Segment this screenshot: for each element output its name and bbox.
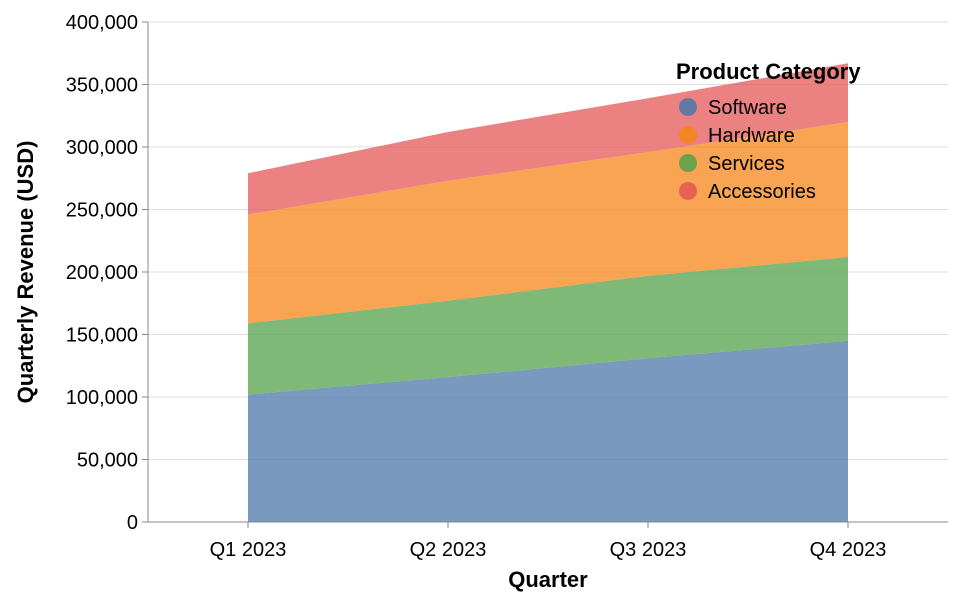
x-tick-label: Q3 2023 bbox=[610, 539, 687, 561]
y-axis-title: Quarterly Revenue (USD) bbox=[13, 141, 38, 404]
y-tick-label: 350,000 bbox=[66, 75, 138, 97]
area-software bbox=[248, 340, 848, 522]
x-axis-title: Quarter bbox=[508, 567, 588, 592]
legend-label-accessories: Accessories bbox=[708, 181, 816, 203]
legend-swatch-hardware bbox=[679, 126, 697, 144]
y-tick-label: 50,000 bbox=[77, 450, 138, 472]
legend-swatch-services bbox=[679, 154, 697, 172]
x-tick-label: Q1 2023 bbox=[210, 539, 287, 561]
y-tick-label: 300,000 bbox=[66, 137, 138, 159]
y-tick-label: 150,000 bbox=[66, 325, 138, 347]
area-series bbox=[248, 63, 848, 522]
y-tick-label: 400,000 bbox=[66, 12, 138, 34]
y-tick-label: 100,000 bbox=[66, 387, 138, 409]
y-tick-label: 250,000 bbox=[66, 200, 138, 222]
area-hardware bbox=[248, 122, 848, 324]
y-tick-label: 0 bbox=[127, 512, 138, 534]
legend: Product Category Software Hardware Service… bbox=[676, 59, 861, 203]
area-services bbox=[248, 257, 848, 395]
legend-title: Product Category bbox=[676, 59, 861, 84]
x-tick-label: Q2 2023 bbox=[410, 539, 487, 561]
y-axis-ticks: 0 50,000 100,000 150,000 200,000 250,000 300,0… bbox=[66, 12, 148, 534]
x-axis-ticks: Q1 2023 Q2 2023 Q3 2023 Q4 2023 bbox=[210, 522, 887, 561]
legend-label-hardware: Hardware bbox=[708, 125, 795, 147]
legend-label-software: Software bbox=[708, 97, 787, 119]
legend-swatch-accessories bbox=[679, 182, 697, 200]
legend-swatch-software bbox=[679, 98, 697, 116]
y-tick-label: 200,000 bbox=[66, 262, 138, 284]
legend-label-services: Services bbox=[708, 153, 785, 175]
area-accessories bbox=[248, 63, 848, 215]
x-tick-label: Q4 2023 bbox=[810, 539, 887, 561]
